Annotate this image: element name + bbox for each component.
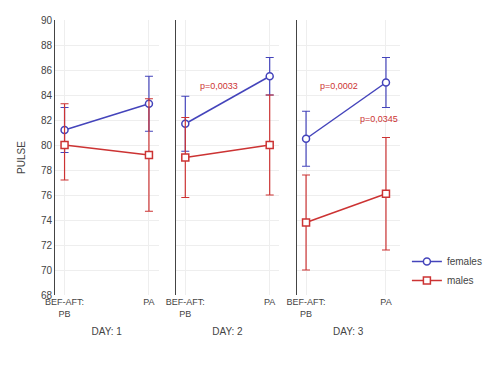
svg-text:72: 72 xyxy=(41,240,53,251)
svg-text:PA: PA xyxy=(143,297,154,307)
svg-text:PULSE: PULSE xyxy=(16,141,27,174)
svg-text:PA: PA xyxy=(264,297,275,307)
svg-text:BEF-AFT:PB: BEF-AFT:PB xyxy=(166,297,205,319)
svg-text:females: females xyxy=(447,256,482,267)
svg-text:70: 70 xyxy=(41,265,53,276)
svg-text:DAY: 1: DAY: 1 xyxy=(92,326,123,337)
svg-text:90: 90 xyxy=(41,15,53,26)
svg-text:p=0,0002: p=0,0002 xyxy=(320,81,358,91)
svg-text:80: 80 xyxy=(41,140,53,151)
svg-text:DAY: 3: DAY: 3 xyxy=(333,326,364,337)
svg-text:DAY: 2: DAY: 2 xyxy=(212,326,243,337)
svg-text:p=0,0345: p=0,0345 xyxy=(360,114,398,124)
svg-text:78: 78 xyxy=(41,165,53,176)
svg-text:68: 68 xyxy=(41,290,53,301)
svg-text:74: 74 xyxy=(41,215,53,226)
svg-text:86: 86 xyxy=(41,65,53,76)
svg-text:88: 88 xyxy=(41,40,53,51)
svg-text:males: males xyxy=(447,275,474,286)
svg-text:BEF-AFT:PB: BEF-AFT:PB xyxy=(287,297,326,319)
svg-text:82: 82 xyxy=(41,115,53,126)
svg-text:76: 76 xyxy=(41,190,53,201)
svg-text:PA: PA xyxy=(380,297,391,307)
svg-text:p=0,0033: p=0,0033 xyxy=(200,81,238,91)
svg-text:84: 84 xyxy=(41,90,53,101)
svg-text:BEF-AFT:PB: BEF-AFT:PB xyxy=(45,297,84,319)
